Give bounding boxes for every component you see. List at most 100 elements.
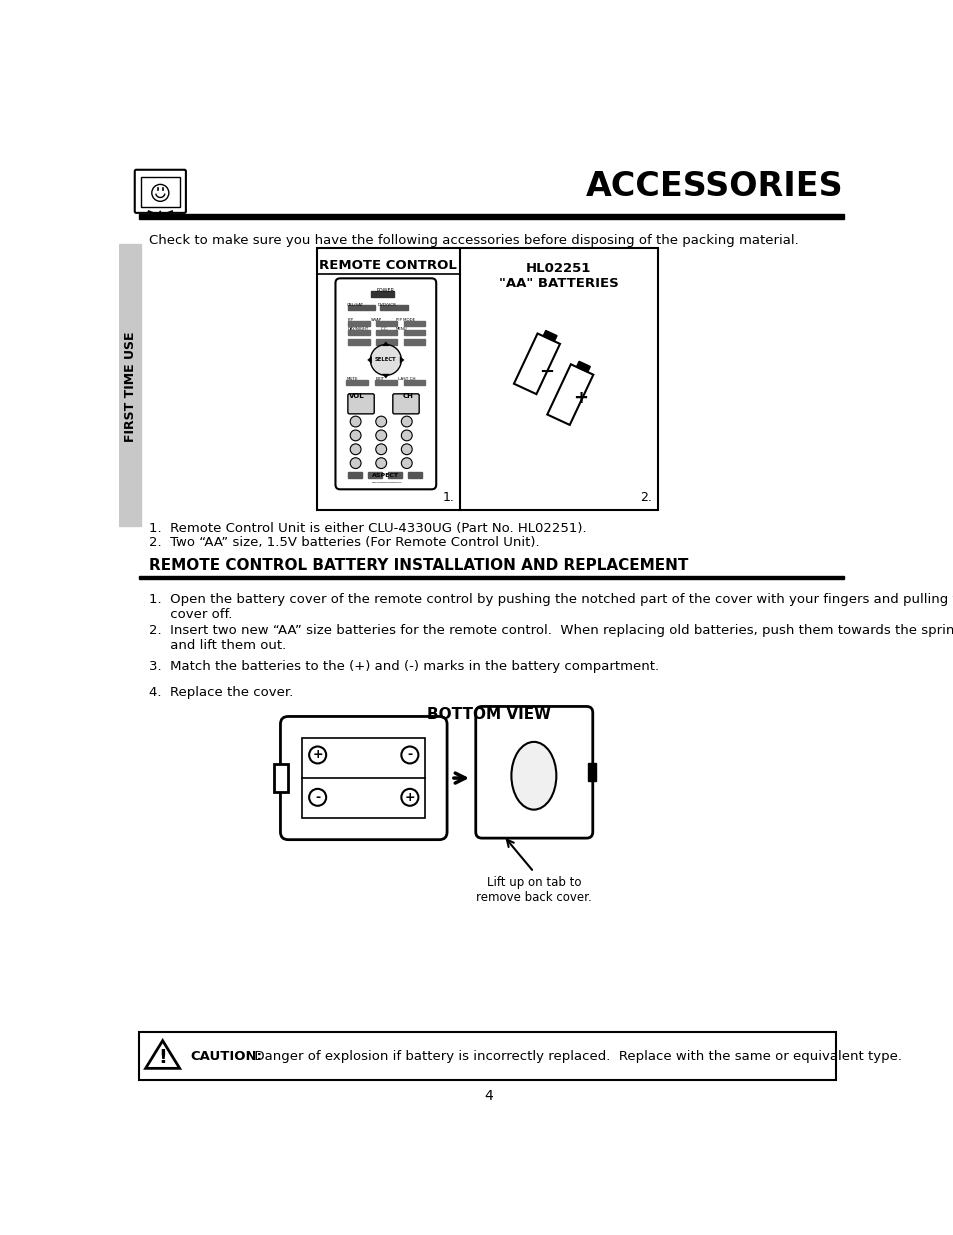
Bar [348, 472, 361, 478]
Text: PIP MODE: PIP MODE [395, 317, 415, 322]
Polygon shape [514, 333, 559, 394]
Text: -: - [314, 790, 320, 804]
FancyBboxPatch shape [476, 706, 592, 839]
Polygon shape [367, 356, 372, 364]
Bar [348, 340, 369, 345]
FancyBboxPatch shape [393, 394, 418, 414]
Text: 2.: 2. [639, 492, 651, 504]
Bar [375, 330, 397, 336]
Text: 3.  Match the batteries to the (+) and (-) marks in the battery compartment.: 3. Match the batteries to the (+) and (-… [149, 661, 659, 673]
Polygon shape [381, 341, 390, 346]
Polygon shape [399, 356, 404, 364]
Text: BOTTOM VIEW: BOTTOM VIEW [427, 708, 550, 722]
Text: 4: 4 [484, 1089, 493, 1103]
Text: Check to make sure you have the following accessories before disposing of the pa: Check to make sure you have the followin… [149, 235, 798, 247]
Circle shape [375, 458, 386, 468]
Bar [380, 305, 407, 310]
Bar [119, 245, 141, 526]
Text: +: + [404, 790, 415, 804]
Text: +: + [572, 389, 587, 408]
Bar [302, 739, 425, 818]
Polygon shape [146, 1041, 179, 1068]
Text: ACCESSORIES: ACCESSORIES [586, 170, 843, 204]
Text: 2.  Two “AA” size, 1.5V batteries (For Remote Control Unit).: 2. Two “AA” size, 1.5V batteries (For Re… [149, 536, 538, 548]
Polygon shape [542, 331, 557, 341]
Circle shape [375, 443, 386, 454]
Circle shape [401, 443, 412, 454]
Bar [348, 330, 369, 336]
Bar [388, 472, 402, 478]
Circle shape [401, 416, 412, 427]
Text: SELECT: SELECT [375, 357, 396, 362]
Text: REMOTE CONTROL BATTERY INSTALLATION AND REPLACEMENT: REMOTE CONTROL BATTERY INSTALLATION AND … [149, 558, 687, 573]
Polygon shape [381, 374, 390, 378]
Text: Lift up on tab to
remove back cover.: Lift up on tab to remove back cover. [476, 876, 591, 904]
Bar [368, 472, 381, 478]
Text: -: - [407, 748, 412, 762]
Bar [138, 576, 843, 579]
Text: EXIT: EXIT [375, 377, 384, 382]
FancyBboxPatch shape [134, 169, 186, 212]
Text: CAUTION:: CAUTION: [191, 1050, 262, 1062]
Polygon shape [274, 764, 288, 792]
Text: MENU: MENU [395, 327, 407, 331]
Bar [403, 330, 425, 336]
Bar [408, 472, 422, 478]
Bar [403, 321, 425, 326]
Bar [348, 305, 375, 310]
Text: PIP: PIP [348, 317, 354, 322]
Polygon shape [547, 364, 593, 425]
Circle shape [375, 416, 386, 427]
FancyBboxPatch shape [280, 716, 447, 840]
Circle shape [401, 458, 412, 468]
Bar [316, 248, 658, 510]
Polygon shape [576, 362, 590, 372]
Text: DVD/VCR: DVD/VCR [377, 303, 395, 306]
Circle shape [350, 430, 360, 441]
Circle shape [370, 345, 401, 375]
Text: CBL/SAT: CBL/SAT [346, 303, 363, 306]
Text: LAST CH: LAST CH [397, 377, 416, 382]
Text: −: − [539, 363, 554, 380]
Bar [587, 763, 596, 782]
Text: REMOTE CONTROL: REMOTE CONTROL [319, 259, 456, 272]
Text: CH: CH [402, 393, 414, 399]
Circle shape [401, 430, 412, 441]
Text: 1.  Open the battery cover of the remote control by pushing the notched part of : 1. Open the battery cover of the remote … [149, 593, 953, 621]
Circle shape [375, 430, 386, 441]
Text: FIRST TIME USE: FIRST TIME USE [124, 332, 136, 442]
Bar [141, 178, 179, 206]
Text: 1.: 1. [441, 492, 454, 504]
Bar [138, 1032, 835, 1079]
Circle shape [350, 458, 360, 468]
Text: ASPECT: ASPECT [372, 473, 399, 478]
Bar [403, 340, 425, 345]
Bar [375, 321, 397, 326]
Bar [403, 380, 425, 385]
Circle shape [350, 443, 360, 454]
FancyBboxPatch shape [348, 394, 374, 414]
Text: 2.  Insert two new “AA” size batteries for the remote control.  When replacing o: 2. Insert two new “AA” size batteries fo… [149, 624, 953, 652]
Text: C.C.: C.C. [380, 327, 388, 331]
Text: MUTE: MUTE [346, 377, 357, 382]
Text: SWAP: SWAP [371, 317, 382, 322]
Ellipse shape [511, 742, 556, 810]
Text: ___________: ___________ [371, 478, 400, 483]
Bar [375, 340, 397, 345]
Text: 1.  Remote Control Unit is either CLU-4330UG (Part No. HL02251).: 1. Remote Control Unit is either CLU-433… [149, 521, 586, 535]
Text: HL02251
"AA" BATTERIES: HL02251 "AA" BATTERIES [498, 262, 618, 290]
Text: 4.  Replace the cover.: 4. Replace the cover. [149, 685, 293, 699]
Text: !: ! [158, 1049, 167, 1067]
Bar [375, 380, 396, 385]
Circle shape [350, 416, 360, 427]
FancyBboxPatch shape [335, 278, 436, 489]
Text: +: + [312, 748, 323, 762]
Text: DAY/NIGHT: DAY/NIGHT [348, 327, 369, 331]
Text: VOL: VOL [349, 393, 365, 399]
Text: Danger of explosion if battery is incorrectly replaced.  Replace with the same o: Danger of explosion if battery is incorr… [246, 1050, 902, 1062]
Bar [138, 214, 843, 219]
Text: POWER: POWER [376, 288, 395, 293]
Bar [371, 291, 394, 296]
Bar [346, 380, 368, 385]
Bar [348, 321, 369, 326]
